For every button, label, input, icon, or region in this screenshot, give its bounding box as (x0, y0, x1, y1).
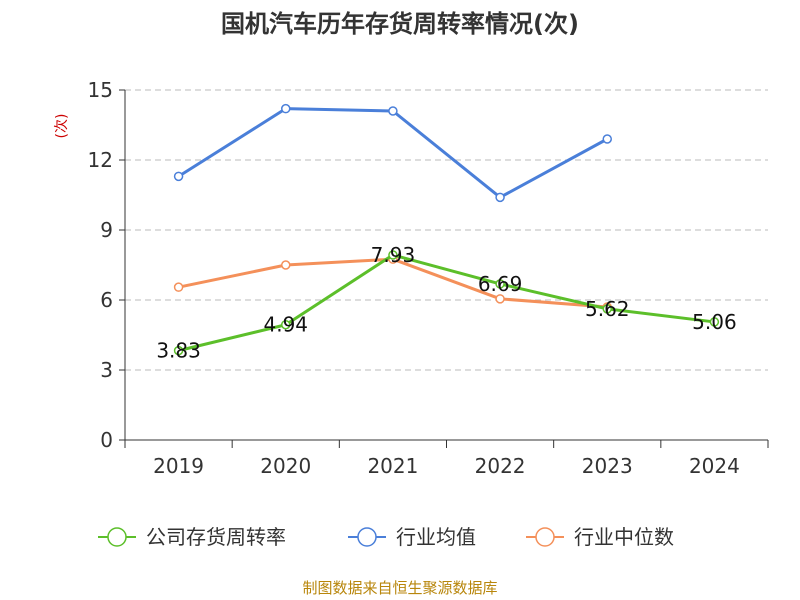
data-point (173, 345, 184, 356)
legend-label: 行业均值 (396, 525, 476, 549)
y-tick-label: 15 (88, 78, 113, 102)
legend[interactable]: 公司存货周转率 行业均值 行业中位数 (98, 525, 674, 549)
data-point (495, 279, 505, 289)
series-0 (173, 250, 720, 356)
data-label: 7.93 (371, 243, 416, 267)
legend-item-0[interactable]: 公司存货周转率 (98, 525, 286, 549)
data-labels: 3.83 4.94 7.93 6.69 5.62 5.06 (156, 243, 736, 363)
data-point (602, 304, 612, 314)
y-tick-label: 12 (88, 148, 113, 172)
y-tick-label: 6 (100, 288, 113, 312)
legend-marker (357, 527, 377, 547)
data-point (495, 192, 505, 203)
x-tick-label: 2019 (153, 454, 204, 478)
series-line (177, 107, 608, 199)
axes (124, 90, 768, 441)
data-label: 6.69 (478, 272, 523, 296)
data-point (602, 134, 612, 144)
legend-label: 行业中位数 (574, 525, 674, 549)
series-1 (173, 103, 612, 203)
data-point (281, 319, 291, 330)
y-axis-label: (次) (54, 114, 70, 139)
legend-item-2[interactable]: 行业中位数 (526, 525, 674, 549)
x-ticks: 2019 2020 2021 2022 2023 2024 (124, 440, 769, 478)
gridlines (125, 89, 768, 371)
data-point (709, 317, 720, 327)
x-tick-label: 2020 (260, 454, 311, 478)
series-layer (173, 103, 720, 356)
legend-item-1[interactable]: 行业均值 (348, 525, 476, 549)
x-tick-label: 2021 (367, 454, 418, 478)
y-tick-label: 9 (100, 218, 113, 242)
data-label: 5.62 (585, 297, 630, 321)
legend-marker (107, 527, 127, 547)
series-line (178, 253, 715, 353)
data-point (388, 106, 398, 116)
legend-label: 公司存货周转率 (146, 525, 286, 549)
data-label: 3.83 (156, 339, 201, 363)
source-note: 制图数据来自恒生聚源数据库 (302, 579, 497, 597)
legend-marker (535, 527, 555, 547)
y-ticks: 0 3 6 9 12 15 (88, 78, 125, 452)
data-point (173, 282, 184, 292)
data-point (173, 171, 184, 182)
data-point (388, 250, 398, 260)
chart-title: 国机汽车历年存货周转率情况(次) (221, 10, 579, 38)
data-point (281, 260, 291, 270)
data-point (281, 103, 291, 114)
x-tick-label: 2024 (689, 454, 740, 478)
data-label: 4.94 (263, 313, 308, 337)
x-tick-label: 2023 (582, 454, 633, 478)
x-tick-label: 2022 (475, 454, 526, 478)
data-point (495, 294, 505, 304)
data-label: 5.06 (692, 310, 737, 334)
y-tick-label: 0 (100, 428, 113, 452)
y-tick-label: 3 (100, 358, 113, 382)
